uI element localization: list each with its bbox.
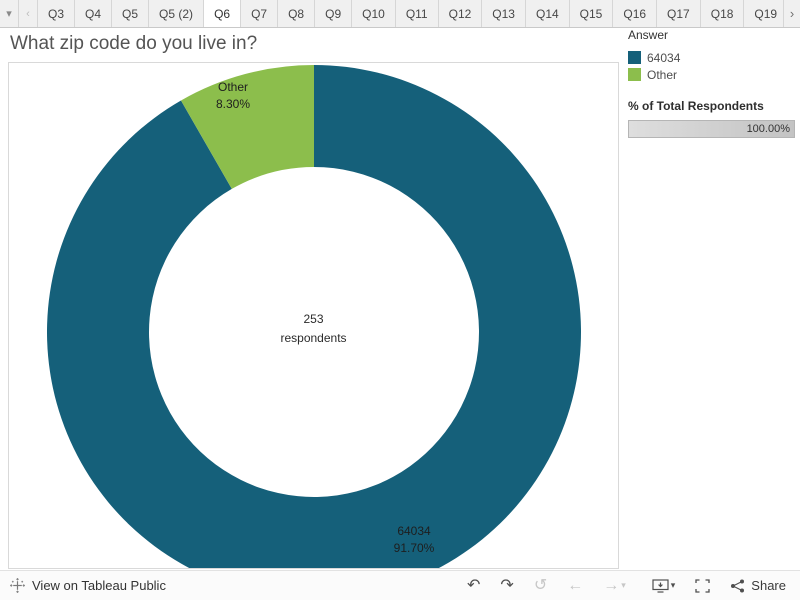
chart-pane: Other 8.30% 64034 91.70% 253 respondents: [8, 62, 619, 569]
donut-slice-64034[interactable]: [46, 65, 581, 569]
tab-q4[interactable]: Q4: [75, 0, 113, 27]
respondent-count: 253: [303, 312, 324, 326]
download-icon: [652, 578, 669, 593]
page-title: What zip code do you live in?: [10, 33, 258, 54]
legend-swatch: [628, 68, 641, 81]
legend-items: 64034 Other: [628, 49, 795, 83]
tab-q18[interactable]: Q18: [700, 0, 745, 27]
slice-label-64034[interactable]: 64034 91.70%: [347, 523, 481, 558]
replay-icon[interactable]: ↺: [533, 576, 548, 594]
legend-swatch: [628, 51, 641, 64]
slice-label-other[interactable]: Other 8.30%: [169, 79, 297, 114]
legend-panel: Answer 64034 Other % of Total Respondents…: [628, 28, 795, 138]
undo-icon[interactable]: ↶: [467, 576, 481, 594]
slice-label-64034-name: 64034: [397, 524, 431, 538]
respondent-caption: respondents: [280, 331, 347, 346]
download-button[interactable]: ▾: [652, 578, 676, 593]
slice-label-other-name: Other: [217, 80, 248, 94]
sheet-dropdown-icon[interactable]: ▾: [0, 0, 19, 27]
redo-icon[interactable]: ↷: [500, 576, 514, 594]
tab-q15[interactable]: Q15: [569, 0, 614, 27]
donut-center-label: 253 respondents: [280, 310, 346, 348]
back-arrow-icon[interactable]: ←: [567, 576, 584, 594]
tab-q7[interactable]: Q7: [241, 0, 279, 27]
legend-label: Other: [647, 67, 678, 82]
tab-q17[interactable]: Q17: [657, 0, 701, 27]
donut-chart[interactable]: [46, 65, 581, 569]
tab-q5-2[interactable]: Q5 (2): [149, 0, 205, 27]
tab-q11[interactable]: Q11: [395, 0, 439, 27]
pct-total-title: % of Total Respondents: [628, 99, 764, 113]
tab-q16[interactable]: Q16: [613, 0, 658, 27]
tab-q13[interactable]: Q13: [482, 0, 526, 27]
pct-total-slider[interactable]: 100.00%: [628, 120, 795, 138]
share-icon: [730, 579, 745, 593]
tab-q5[interactable]: Q5: [112, 0, 150, 27]
tab-bar: ▾ ‹ Q3 Q4 Q5 Q5 (2) Q6 Q7 Q8 Q9 Q10 Q11 Q12 Q13 Q14 Q…: [0, 0, 800, 28]
tableau-logo-icon: [10, 578, 25, 593]
share-button[interactable]: Share: [730, 578, 786, 593]
tab-strip: Q3 Q4 Q5 Q5 (2) Q6 Q7 Q8 Q9 Q10 Q11 Q12 Q13 Q14 Q15 Q1…: [38, 0, 783, 27]
download-caret-icon: ▾: [670, 580, 676, 590]
tab-q14[interactable]: Q14: [525, 0, 570, 27]
tab-scroll-left-icon[interactable]: ‹: [19, 0, 38, 27]
donut-slice-other[interactable]: [180, 65, 314, 189]
history-controls: ↶ ↷ ↺ ← → ▾: [467, 576, 626, 594]
tab-q8[interactable]: Q8: [278, 0, 316, 27]
slice-label-other-pct: 8.30%: [215, 97, 251, 112]
tab-q6[interactable]: Q6: [204, 0, 242, 27]
fullscreen-icon: [695, 578, 710, 593]
tab-scroll-right-icon[interactable]: ›: [783, 0, 800, 27]
slice-label-64034-pct: 91.70%: [393, 541, 435, 556]
legend-item[interactable]: 64034: [628, 49, 795, 66]
view-on-tableau-label: View on Tableau Public: [32, 578, 166, 593]
legend-title: Answer: [628, 28, 669, 42]
tab-q3[interactable]: Q3: [38, 0, 76, 27]
fullscreen-button[interactable]: [695, 578, 710, 593]
tab-q10[interactable]: Q10: [352, 0, 396, 27]
legend-label: 64034: [647, 50, 681, 65]
forward-arrow-icon[interactable]: → ▾: [603, 576, 626, 594]
view-on-tableau-button[interactable]: View on Tableau Public: [10, 578, 166, 593]
legend-item[interactable]: Other: [628, 66, 795, 83]
export-controls: ▾ Share: [652, 578, 786, 593]
share-label: Share: [751, 578, 786, 593]
forward-caret-icon: ▾: [621, 580, 626, 590]
footer-toolbar: View on Tableau Public ↶ ↷ ↺ ← → ▾ ▾: [0, 570, 800, 600]
tab-q19[interactable]: Q19: [744, 0, 783, 27]
tab-q9[interactable]: Q9: [315, 0, 353, 27]
tab-q12[interactable]: Q12: [438, 0, 483, 27]
pct-total-value: 100.00%: [746, 123, 790, 135]
